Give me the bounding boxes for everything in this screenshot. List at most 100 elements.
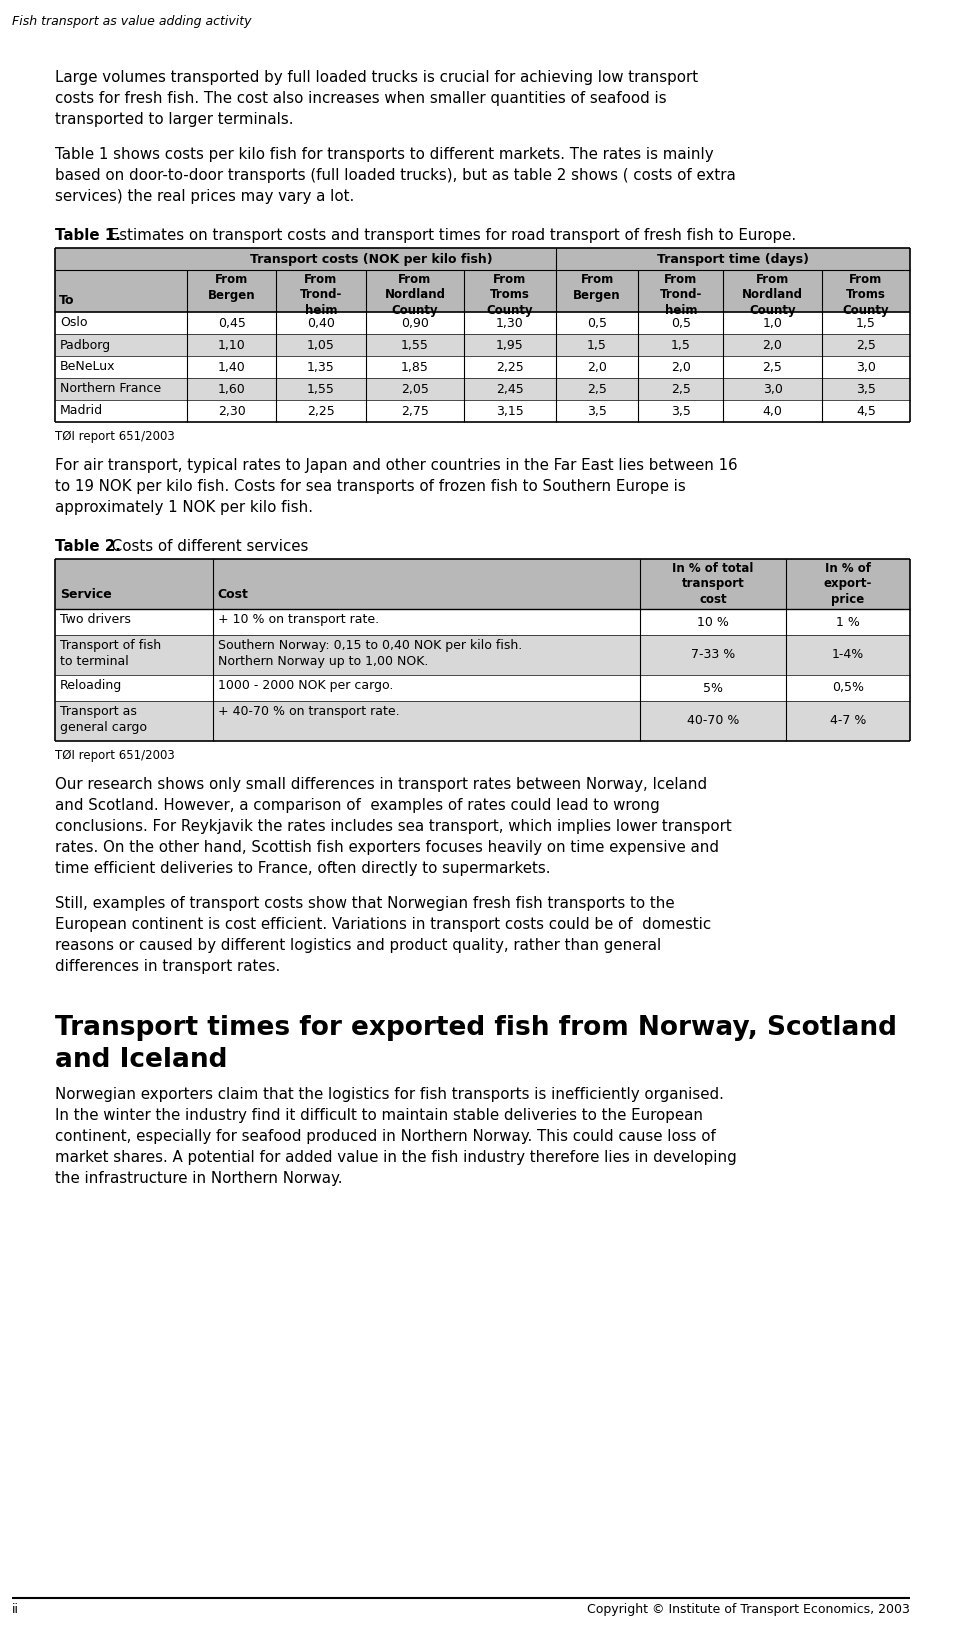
Text: + 40-70 % on transport rate.: + 40-70 % on transport rate. <box>218 706 399 719</box>
Bar <box>55 248 910 271</box>
Text: ii: ii <box>12 1603 19 1616</box>
Text: 1,95: 1,95 <box>496 338 524 351</box>
Bar <box>55 356 910 377</box>
Text: and Iceland: and Iceland <box>55 1047 228 1073</box>
Text: Transport costs (NOK per kilo fish): Transport costs (NOK per kilo fish) <box>250 253 492 266</box>
Text: rates. On the other hand, Scottish fish exporters focuses heavily on time expens: rates. On the other hand, Scottish fish … <box>55 840 719 855</box>
Text: 4-7 %: 4-7 % <box>830 714 866 727</box>
Text: European continent is cost efficient. Variations in transport costs could be of : European continent is cost efficient. Va… <box>55 917 711 932</box>
Text: 1,10: 1,10 <box>218 338 246 351</box>
Text: 1-4%: 1-4% <box>832 648 864 661</box>
Text: 2,0: 2,0 <box>762 338 782 351</box>
Text: time efficient deliveries to France, often directly to supermarkets.: time efficient deliveries to France, oft… <box>55 862 550 876</box>
Text: to 19 NOK per kilo fish. Costs for sea transports of frozen fish to Southern Eur: to 19 NOK per kilo fish. Costs for sea t… <box>55 479 685 494</box>
Text: 10 %: 10 % <box>697 615 729 629</box>
Text: 0,90: 0,90 <box>401 317 429 330</box>
Text: approximately 1 NOK per kilo fish.: approximately 1 NOK per kilo fish. <box>55 501 313 515</box>
Text: Transport times for exported fish from Norway, Scotland: Transport times for exported fish from N… <box>55 1016 897 1040</box>
Text: Madrid: Madrid <box>60 404 103 417</box>
Text: From
Bergen: From Bergen <box>207 272 255 302</box>
Text: Fish transport as value adding activity: Fish transport as value adding activity <box>12 15 252 28</box>
Text: 0,5%: 0,5% <box>832 681 864 694</box>
Text: continent, especially for seafood produced in Northern Norway. This could cause : continent, especially for seafood produc… <box>55 1129 716 1144</box>
Text: Southern Norway: 0,15 to 0,40 NOK per kilo fish.
Northern Norway up to 1,00 NOK.: Southern Norway: 0,15 to 0,40 NOK per ki… <box>218 638 521 668</box>
Text: 1,5: 1,5 <box>671 338 691 351</box>
Text: 0,40: 0,40 <box>307 317 335 330</box>
Text: + 10 % on transport rate.: + 10 % on transport rate. <box>218 614 378 625</box>
Text: reasons or caused by different logistics and product quality, rather than genera: reasons or caused by different logistics… <box>55 939 661 953</box>
Text: 1,0: 1,0 <box>762 317 782 330</box>
Text: Padborg: Padborg <box>60 338 111 351</box>
Text: 2,0: 2,0 <box>588 361 607 374</box>
Bar <box>55 271 910 312</box>
Text: 1,60: 1,60 <box>218 382 246 395</box>
Text: For air transport, typical rates to Japan and other countries in the Far East li: For air transport, typical rates to Japa… <box>55 458 737 473</box>
Text: Transport of fish
to terminal: Transport of fish to terminal <box>60 638 161 668</box>
Text: To: To <box>59 294 75 307</box>
Text: From
Bergen: From Bergen <box>573 272 621 302</box>
Text: Transport as
general cargo: Transport as general cargo <box>60 706 147 734</box>
Text: transported to larger terminals.: transported to larger terminals. <box>55 112 294 126</box>
Text: In the winter the industry find it difficult to maintain stable deliveries to th: In the winter the industry find it diffi… <box>55 1108 703 1122</box>
Text: 4,0: 4,0 <box>762 404 782 417</box>
Text: From
Troms
County: From Troms County <box>843 272 889 317</box>
Text: 7-33 %: 7-33 % <box>691 648 735 661</box>
Text: From
Nordland
County: From Nordland County <box>384 272 445 317</box>
Bar <box>55 377 910 400</box>
Text: 4,5: 4,5 <box>856 404 876 417</box>
Text: From
Nordland
County: From Nordland County <box>742 272 803 317</box>
Text: costs for fresh fish. The cost also increases when smaller quantities of seafood: costs for fresh fish. The cost also incr… <box>55 90 666 107</box>
Text: 5%: 5% <box>703 681 723 694</box>
Text: 0,5: 0,5 <box>588 317 607 330</box>
Bar <box>55 635 910 674</box>
Text: In % of total
transport
cost: In % of total transport cost <box>672 561 754 606</box>
Text: 1,85: 1,85 <box>401 361 429 374</box>
Text: 2,5: 2,5 <box>671 382 691 395</box>
Text: 1,05: 1,05 <box>307 338 335 351</box>
Bar <box>55 400 910 422</box>
Text: 2,25: 2,25 <box>496 361 524 374</box>
Text: 3,5: 3,5 <box>588 404 607 417</box>
Text: Oslo: Oslo <box>60 317 87 330</box>
Text: 1 %: 1 % <box>836 615 860 629</box>
Text: TØI report 651/2003: TØI report 651/2003 <box>55 430 175 443</box>
Text: Table 1.: Table 1. <box>55 228 121 243</box>
Text: 2,0: 2,0 <box>671 361 691 374</box>
Text: Table 2.: Table 2. <box>55 538 121 555</box>
Text: Still, examples of transport costs show that Norwegian fresh fish transports to : Still, examples of transport costs show … <box>55 896 675 911</box>
Text: 40-70 %: 40-70 % <box>687 714 739 727</box>
Text: Two drivers: Two drivers <box>60 614 131 625</box>
Text: 1,5: 1,5 <box>856 317 876 330</box>
Text: From
Trond-
heim: From Trond- heim <box>300 272 342 317</box>
Text: 3,15: 3,15 <box>496 404 524 417</box>
Text: Northern France: Northern France <box>60 382 161 395</box>
Text: 2,45: 2,45 <box>496 382 524 395</box>
Text: based on door-to-door transports (full loaded trucks), but as table 2 shows ( co: based on door-to-door transports (full l… <box>55 167 735 184</box>
Text: Norwegian exporters claim that the logistics for fish transports is inefficientl: Norwegian exporters claim that the logis… <box>55 1086 724 1103</box>
Bar <box>55 674 910 701</box>
Bar <box>55 312 910 335</box>
Text: Large volumes transported by full loaded trucks is crucial for achieving low tra: Large volumes transported by full loaded… <box>55 71 698 85</box>
Text: Costs of different services: Costs of different services <box>107 538 308 555</box>
Text: Table 1 shows costs per kilo fish for transports to different markets. The rates: Table 1 shows costs per kilo fish for tr… <box>55 148 713 162</box>
Text: TØI report 651/2003: TØI report 651/2003 <box>55 748 175 761</box>
Text: 3,5: 3,5 <box>671 404 691 417</box>
Text: Reloading: Reloading <box>60 679 122 693</box>
Text: 1,55: 1,55 <box>401 338 429 351</box>
Bar <box>55 335 910 356</box>
Text: Estimates on transport costs and transport times for road transport of fresh fis: Estimates on transport costs and transpo… <box>105 228 796 243</box>
Text: Transport time (days): Transport time (days) <box>657 253 809 266</box>
Text: 1000 - 2000 NOK per cargo.: 1000 - 2000 NOK per cargo. <box>218 679 393 693</box>
Text: 0,5: 0,5 <box>671 317 691 330</box>
Text: 3,5: 3,5 <box>856 382 876 395</box>
Text: From
Troms
County: From Troms County <box>487 272 533 317</box>
Text: From
Trond-
heim: From Trond- heim <box>660 272 702 317</box>
Text: 2,05: 2,05 <box>401 382 429 395</box>
Text: 0,45: 0,45 <box>218 317 246 330</box>
Bar <box>55 701 910 742</box>
Text: 1,5: 1,5 <box>588 338 607 351</box>
Text: 2,5: 2,5 <box>762 361 782 374</box>
Text: 1,30: 1,30 <box>496 317 524 330</box>
Text: In % of
export-
price: In % of export- price <box>824 561 873 606</box>
Text: 2,25: 2,25 <box>307 404 335 417</box>
